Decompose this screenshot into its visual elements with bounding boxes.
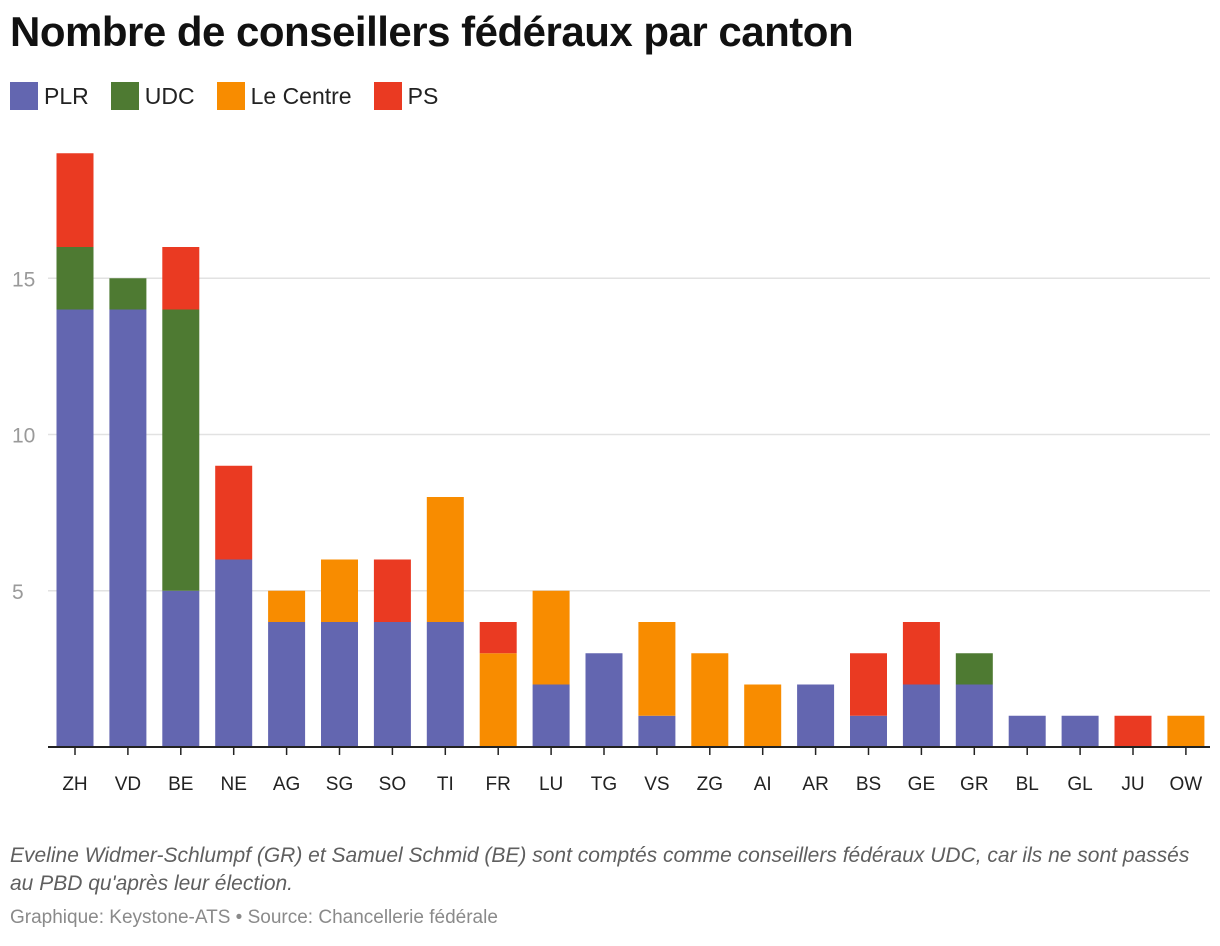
bar-zh-ps: [56, 153, 94, 247]
bar-ne-plr: [215, 559, 253, 747]
x-tick-label-bs: BS: [856, 774, 881, 795]
bar-lu-plr: [532, 684, 570, 747]
x-tick-label-vs: VS: [644, 774, 669, 795]
bar-ai-le-centre: [744, 684, 782, 747]
bar-bl-plr: [1008, 715, 1046, 747]
bar-be-udc: [162, 309, 200, 591]
bar-chart: 5 10 15 ZH VD BE NE AG SG SO TI FR LU TG VS ZG AI AR BS GE G…: [12, 153, 1210, 795]
x-tick-label-sg: SG: [326, 774, 353, 795]
x-tick-label-be: BE: [168, 774, 193, 795]
y-tick-label-15: 15: [12, 268, 35, 291]
y-tick-label-10: 10: [12, 425, 35, 448]
bar-ne-ps: [215, 465, 253, 560]
x-tick-label-ar: AR: [802, 774, 828, 795]
x-tick-label-gr: GR: [960, 774, 989, 795]
x-tick-label-ju: JU: [1121, 774, 1144, 795]
legend-label-udc: UDC: [144, 82, 195, 109]
legend-swatch-le-centre: [216, 82, 245, 110]
bar-bs-ps: [850, 653, 887, 716]
bar-be-plr: [162, 590, 200, 747]
bar-ag-plr: [268, 622, 306, 747]
axis-layer: 5 10 15 ZH VD BE NE AG SG SO TI FR LU TG VS ZG AI AR BS GE G…: [12, 268, 1210, 795]
bar-fr-le-centre: [479, 653, 517, 747]
bar-ar-plr: [797, 684, 835, 747]
bar-so-ps: [373, 559, 411, 622]
bar-gr-udc: [955, 653, 993, 685]
bar-gr-plr: [955, 684, 993, 747]
bar-ge-plr: [902, 684, 940, 747]
x-tick-label-ti: TI: [437, 774, 454, 795]
legend: PLR UDC Le Centre PS: [10, 82, 460, 110]
legend-item-ps: PS: [373, 82, 439, 110]
x-tick-label-vd: VD: [115, 774, 141, 795]
chart-title: Nombre de conseillers fédéraux par canto…: [10, 8, 854, 55]
x-tick-label-ne: NE: [220, 774, 246, 795]
source-credit: Graphique: Keystone-ATS • Source: Chance…: [10, 907, 498, 928]
bar-vd-plr: [109, 309, 147, 747]
x-tick-label-fr: FR: [486, 774, 511, 795]
bar-so-plr: [373, 622, 411, 747]
legend-item-plr: PLR: [10, 82, 89, 110]
bar-sg-plr: [321, 622, 358, 747]
bar-vs-plr: [638, 715, 676, 747]
y-tick-label-5: 5: [12, 581, 24, 604]
legend-swatch-ps: [373, 82, 402, 110]
x-tick-label-tg: TG: [591, 774, 617, 795]
bar-zh-udc: [56, 247, 94, 310]
legend-label-plr: PLR: [44, 82, 89, 109]
bar-ge-ps: [902, 622, 940, 685]
x-tick-label-ow: OW: [1170, 774, 1203, 795]
bar-fr-ps: [479, 622, 517, 654]
bar-bs-plr: [850, 715, 887, 747]
bar-ju-ps: [1114, 715, 1152, 747]
bar-vd-udc: [109, 278, 147, 310]
bar-gl-plr: [1061, 715, 1099, 747]
x-tick-label-so: SO: [379, 774, 406, 795]
bar-zg-le-centre: [691, 653, 729, 747]
x-tick-label-ai: AI: [754, 774, 772, 795]
bars-layer: [56, 153, 1205, 747]
bar-lu-le-centre: [532, 590, 570, 685]
bar-ow-le-centre: [1167, 715, 1205, 747]
x-tick-label-gl: GL: [1067, 774, 1092, 795]
x-tick-label-lu: LU: [539, 774, 563, 795]
legend-label-le-centre: Le Centre: [250, 82, 352, 109]
bar-be-ps: [162, 247, 200, 310]
bar-tg-plr: [585, 653, 623, 747]
legend-swatch-plr: [10, 82, 38, 110]
x-tick-label-zh: ZH: [62, 774, 87, 795]
x-tick-label-ag: AG: [273, 774, 300, 795]
x-tick-label-zg: ZG: [697, 774, 723, 795]
x-tick-label-bl: BL: [1016, 774, 1039, 795]
legend-label-ps: PS: [407, 82, 439, 109]
bar-sg-le-centre: [321, 559, 358, 622]
bar-zh-plr: [56, 309, 94, 747]
bar-ti-le-centre: [426, 497, 464, 622]
bar-ti-plr: [426, 622, 464, 747]
x-tick-label-ge: GE: [908, 774, 935, 795]
legend-item-le-centre: Le Centre: [216, 82, 352, 110]
legend-item-udc: UDC: [110, 82, 195, 110]
bar-vs-le-centre: [638, 622, 676, 716]
bar-ag-le-centre: [268, 590, 306, 622]
footnote: Eveline Widmer-Schlumpf (GR) et Samuel S…: [10, 844, 1190, 895]
legend-swatch-udc: [110, 82, 139, 110]
